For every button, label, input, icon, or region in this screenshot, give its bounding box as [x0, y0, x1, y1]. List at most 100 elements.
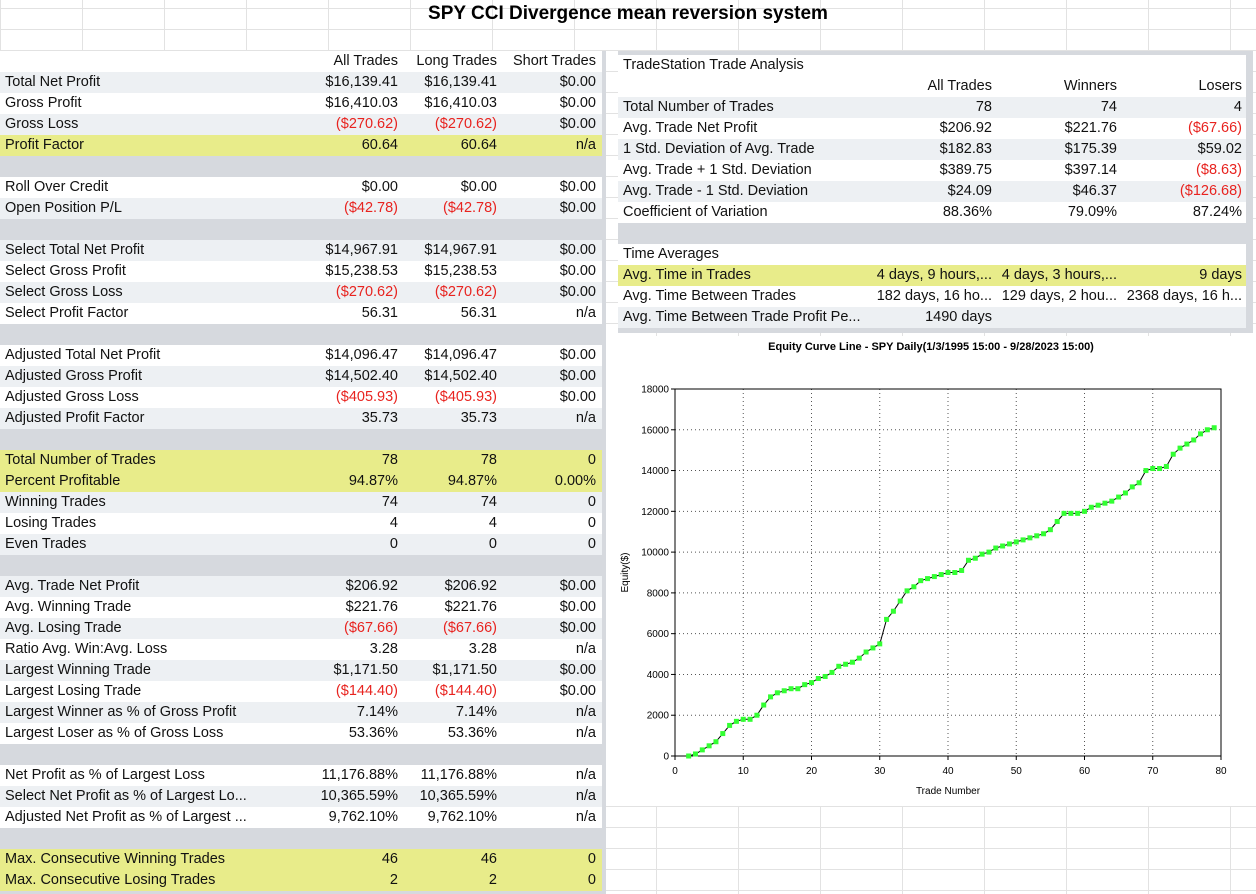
- stat-label: Adjusted Gross Loss: [5, 389, 139, 405]
- equity-point: [1013, 539, 1019, 545]
- equity-point: [884, 616, 890, 622]
- stat-label: Avg. Losing Trade: [5, 620, 122, 636]
- analysis-label: Avg. Trade + 1 Std. Deviation: [623, 162, 812, 178]
- stat-value: n/a: [575, 137, 596, 153]
- stat-value: $14,967.91: [424, 242, 497, 258]
- stat-value: $0.00: [559, 578, 596, 594]
- time-average-value: 9 days: [1199, 267, 1242, 283]
- stat-value: $221.76: [444, 599, 497, 615]
- equity-point: [686, 753, 692, 759]
- performance-summary-header: All Trades Long Trades Short Trades: [0, 51, 602, 72]
- stat-value: $0.00: [559, 116, 596, 132]
- stat-row: Losing Trades 4 4 0: [0, 513, 602, 534]
- y-tick-label: 10000: [641, 548, 669, 559]
- stat-value: 0: [587, 452, 596, 468]
- time-average-row: Avg. Time Between Trades 182 days, 16 ho.…: [618, 286, 1246, 307]
- analysis-value: $397.14: [1064, 162, 1117, 178]
- header-all-trades: All Trades: [333, 53, 398, 69]
- equity-curve-chart: Equity Curve Line - SPY Daily(1/3/1995 1…: [606, 336, 1256, 806]
- stat-value: $0.00: [559, 74, 596, 90]
- stat-row: Avg. Trade Net Profit $206.92 $206.92 $0.00: [0, 576, 602, 597]
- trade-analysis-title-row: TradeStation Trade Analysis: [618, 55, 1246, 76]
- stat-value: 56.31: [361, 305, 398, 321]
- stat-label: Net Profit as % of Largest Loss: [5, 767, 205, 783]
- stat-value: $0.00: [559, 662, 596, 678]
- equity-point: [1082, 508, 1087, 514]
- equity-point: [774, 690, 780, 696]
- stat-value: $0.00: [559, 683, 596, 699]
- stat-value: n/a: [575, 788, 596, 804]
- stat-value: 56.31: [460, 305, 497, 321]
- stat-value: $15,238.53: [325, 263, 398, 279]
- stat-label: Select Profit Factor: [5, 305, 129, 321]
- stat-value: $14,967.91: [325, 242, 398, 258]
- stat-value: 53.36%: [348, 725, 398, 741]
- x-tick-label: 20: [806, 766, 818, 777]
- stat-value: 0: [389, 536, 398, 552]
- equity-point: [856, 655, 862, 661]
- analysis-value: ($8.63): [1196, 162, 1242, 178]
- y-tick-label: 2000: [647, 711, 670, 722]
- stat-label: Max. Consecutive Losing Trades: [5, 872, 216, 888]
- stat-value: 2: [488, 872, 497, 888]
- analysis-label: 1 Std. Deviation of Avg. Trade: [623, 141, 815, 157]
- stat-value: 3.28: [468, 641, 497, 657]
- analysis-value: 74: [1100, 99, 1117, 115]
- stat-value: 60.64: [460, 137, 497, 153]
- stat-row: Open Position P/L ($42.78) ($42.78) $0.00: [0, 198, 602, 219]
- stat-row: Avg. Winning Trade $221.76 $221.76 $0.00: [0, 597, 602, 618]
- equity-point: [904, 588, 910, 594]
- y-tick-label: 8000: [647, 588, 670, 599]
- time-average-label: Avg. Time in Trades: [623, 267, 751, 283]
- stat-value: 35.73: [361, 410, 398, 426]
- stat-value: ($270.62): [335, 116, 398, 132]
- stat-value: 10,365.59%: [320, 788, 398, 804]
- equity-point: [849, 659, 855, 665]
- equity-point: [1027, 535, 1033, 541]
- equity-point: [1184, 441, 1190, 447]
- stat-value: $14,502.40: [424, 368, 497, 384]
- y-tick-label: 14000: [641, 466, 669, 477]
- stat-label: Select Net Profit as % of Largest Lo...: [5, 788, 247, 804]
- stat-label: Largest Winning Trade: [5, 662, 151, 678]
- analysis-row: Coefficient of Variation 88.36% 79.09% 87.2…: [618, 202, 1246, 223]
- equity-point: [972, 555, 978, 561]
- time-average-value: 1490 days: [925, 309, 992, 325]
- stat-label: Adjusted Profit Factor: [5, 410, 145, 426]
- spacer-row: [0, 744, 602, 765]
- stat-row: Largest Losing Trade ($144.40) ($144.40) $0…: [0, 681, 602, 702]
- stat-value: ($270.62): [434, 116, 497, 132]
- equity-point: [1034, 533, 1040, 539]
- equity-point: [727, 722, 733, 728]
- equity-point: [815, 676, 821, 682]
- equity-point: [897, 598, 903, 604]
- stat-value: 7.14%: [455, 704, 497, 720]
- analysis-value: 78: [975, 99, 992, 115]
- equity-point: [890, 608, 896, 614]
- header-all-trades: All Trades: [927, 78, 992, 94]
- stat-value: $0.00: [559, 389, 596, 405]
- stat-label: Winning Trades: [5, 494, 106, 510]
- stat-value: 74: [480, 494, 497, 510]
- stat-label: Largest Loser as % of Gross Loss: [5, 725, 224, 741]
- equity-point: [809, 680, 814, 686]
- stat-value: 4: [389, 515, 398, 531]
- equity-point: [788, 686, 794, 692]
- equity-point: [747, 716, 753, 722]
- stat-value: ($144.40): [434, 683, 497, 699]
- stat-label: Adjusted Total Net Profit: [5, 347, 161, 363]
- analysis-value: $206.92: [939, 120, 992, 136]
- equity-point: [1191, 437, 1197, 443]
- equity-point: [1136, 480, 1142, 486]
- stat-value: ($42.78): [442, 200, 497, 216]
- equity-point: [931, 574, 937, 580]
- equity-point: [1020, 537, 1026, 543]
- stat-value: $0.00: [559, 263, 596, 279]
- stat-value: 46: [480, 851, 497, 867]
- y-tick-label: 0: [663, 752, 669, 763]
- time-average-row: Avg. Time in Trades 4 days, 9 hours,... 4 …: [618, 265, 1246, 286]
- stat-row: Even Trades 0 0 0: [0, 534, 602, 555]
- equity-point: [1163, 463, 1169, 469]
- stat-label: Select Total Net Profit: [5, 242, 145, 258]
- stat-value: 0: [587, 536, 596, 552]
